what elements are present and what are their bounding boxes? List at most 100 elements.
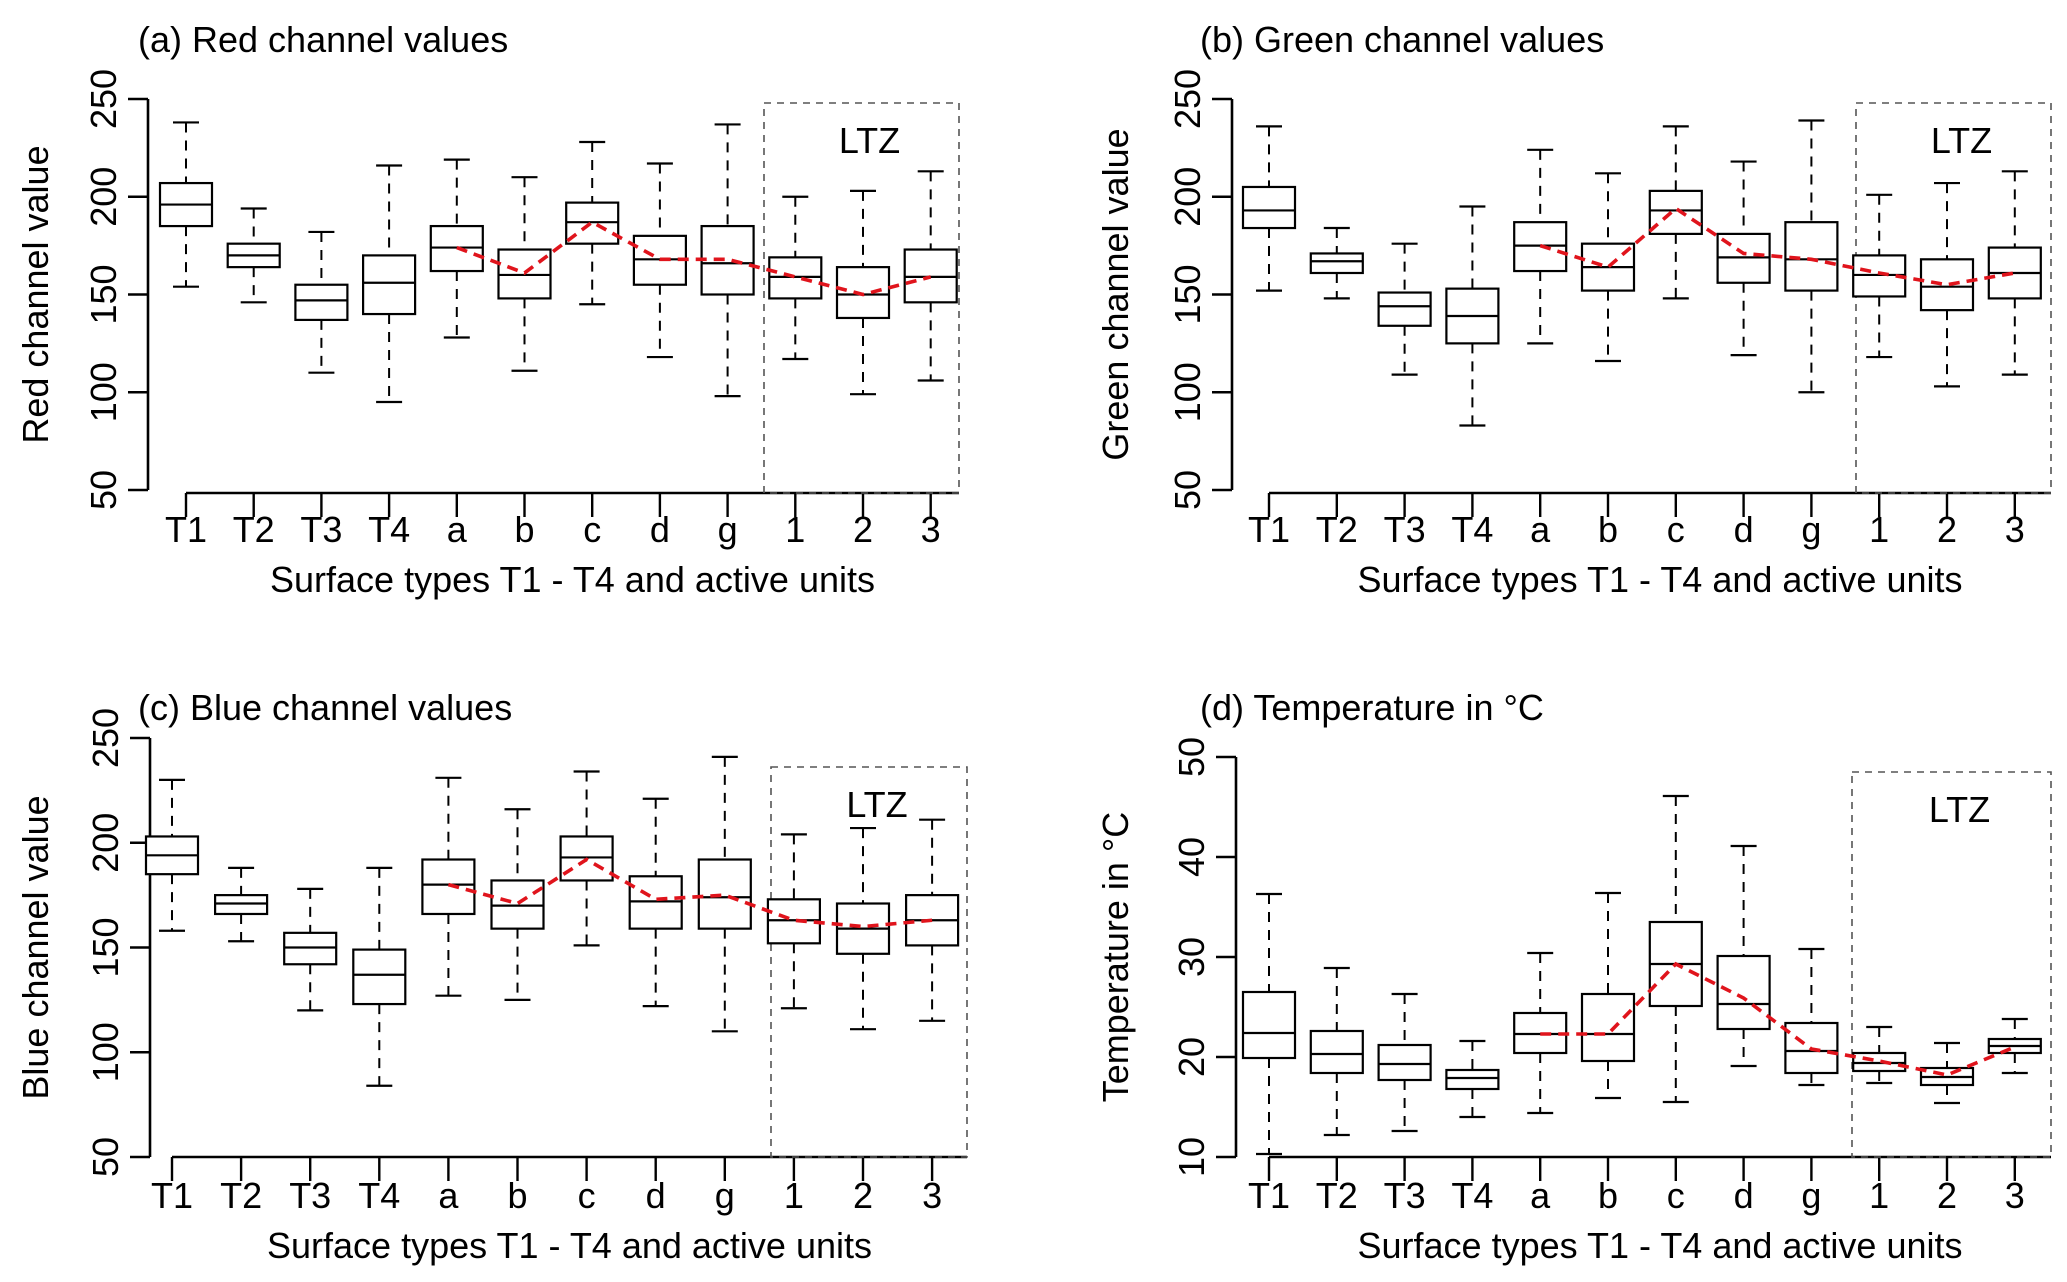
- boxplot-c: [1648, 794, 1703, 1104]
- boxplot-c: [1648, 125, 1703, 300]
- x-tick-label: a: [438, 1175, 459, 1216]
- iqr-box: [294, 283, 349, 322]
- iqr-box: [700, 224, 755, 296]
- x-tick-label: d: [1734, 1175, 1754, 1216]
- x-tick-label: 2: [853, 1175, 873, 1216]
- boxplot-c: [565, 140, 620, 306]
- iqr-box: [1580, 992, 1636, 1063]
- x-tick-label: 1: [785, 509, 805, 550]
- ltz-label: LTZ: [1929, 789, 1990, 830]
- iqr-box: [1648, 189, 1703, 235]
- x-tick-label: T4: [368, 509, 410, 550]
- x-axis-label: Surface types T1 - T4 and active units: [1358, 559, 1963, 600]
- x-tick-label: T3: [289, 1175, 331, 1216]
- y-tick-label: 50: [1171, 737, 1212, 777]
- boxplot-T1: [144, 778, 200, 932]
- y-tick-label: 150: [85, 917, 126, 977]
- y-tick-label: 250: [83, 69, 124, 129]
- x-tick-label: b: [1598, 1175, 1618, 1216]
- boxplot-2: [1919, 1041, 1975, 1105]
- boxplot-3: [903, 170, 958, 382]
- ltz-label: LTZ: [839, 120, 900, 161]
- y-tick-label: 150: [83, 264, 124, 324]
- y-tick-label: 250: [1167, 69, 1208, 129]
- mean-trend-line: [1540, 961, 2016, 1077]
- ltz-region-box: [763, 102, 960, 494]
- iqr-box: [697, 858, 752, 930]
- x-tick-label: 1: [784, 1175, 804, 1216]
- y-tick-label: 20: [1171, 1037, 1212, 1077]
- boxplot-T4: [362, 164, 417, 404]
- y-tick-label: 250: [85, 708, 126, 768]
- iqr-box: [1377, 1043, 1432, 1082]
- boxplot-1: [766, 833, 822, 1010]
- boxplot-T4: [1445, 1039, 1500, 1119]
- x-tick-label: T2: [233, 509, 275, 550]
- y-tick-label: 100: [85, 1022, 126, 1082]
- boxplot-T1: [1241, 125, 1297, 292]
- panel-c-blue: (c) Blue channel values 50 100 150 200 250 Blu…: [15, 687, 968, 1266]
- boxplot-1: [1852, 1025, 1907, 1085]
- x-tick-label: T1: [151, 1175, 193, 1216]
- x-tick-label: 2: [853, 509, 873, 550]
- y-axis-label: Temperature in °C: [1095, 812, 1136, 1103]
- iqr-box: [1377, 291, 1432, 327]
- x-tick-label: T1: [165, 509, 207, 550]
- x-tick-label: T3: [300, 509, 342, 550]
- x-tick-label: g: [1801, 509, 1821, 550]
- ltz-region-box: [1851, 771, 2052, 1158]
- y-tick-label: 50: [1167, 470, 1208, 510]
- x-tick-label: T1: [1248, 509, 1290, 550]
- x-tick-label: c: [1667, 1175, 1685, 1216]
- x-axis-label: Surface types T1 - T4 and active units: [270, 559, 875, 600]
- boxplot-T3: [1377, 992, 1432, 1133]
- boxplot-g: [1784, 947, 1839, 1087]
- x-tick-label: b: [514, 509, 534, 550]
- iqr-box: [1241, 185, 1297, 230]
- boxplot-T1: [1241, 892, 1297, 1156]
- x-tick-label: c: [1667, 509, 1685, 550]
- boxplot-g: [697, 755, 752, 1033]
- boxplot-b: [1580, 891, 1636, 1100]
- boxplot-T2: [1309, 226, 1364, 300]
- y-tick-label: 100: [83, 362, 124, 422]
- x-tick-label: b: [507, 1175, 527, 1216]
- x-tick-label: T3: [1384, 1175, 1426, 1216]
- boxplot-T4: [352, 866, 407, 1087]
- y-axis-label: Green channel value: [1095, 128, 1136, 460]
- y-tick-label: 10: [1171, 1137, 1212, 1177]
- iqr-box: [1309, 252, 1364, 275]
- boxplot-1: [768, 195, 823, 361]
- x-tick-label: 2: [1937, 1175, 1957, 1216]
- mean-trend-line: [447, 857, 933, 929]
- x-tick-label: d: [1734, 509, 1754, 550]
- y-axis-label: Blue channel value: [15, 795, 56, 1099]
- y-tick-label: 40: [1171, 837, 1212, 877]
- ltz-label: LTZ: [846, 784, 907, 825]
- boxplot-2: [835, 826, 891, 1031]
- ltz-label: LTZ: [1931, 120, 1992, 161]
- x-tick-label: 2: [1937, 509, 1957, 550]
- iqr-box: [421, 858, 476, 916]
- ltz-region-box: [1855, 102, 2052, 494]
- chart-title: (c) Blue channel values: [138, 687, 512, 728]
- chart-title: (a) Red channel values: [138, 19, 508, 60]
- x-tick-label: g: [1801, 1175, 1821, 1216]
- x-tick-label: 1: [1869, 509, 1889, 550]
- iqr-box: [1445, 1068, 1500, 1091]
- x-tick-label: a: [447, 509, 468, 550]
- x-tick-label: T4: [1451, 509, 1493, 550]
- x-tick-label: T4: [1451, 1175, 1493, 1216]
- x-axis-label: Surface types T1 - T4 and active units: [267, 1225, 872, 1266]
- x-tick-label: T1: [1248, 1175, 1290, 1216]
- ltz-region-box: [770, 766, 968, 1158]
- x-tick-label: d: [650, 509, 670, 550]
- panel-d-temperature: (d) Temperature in °C 10 20 30 40 50 Temperatu…: [1095, 687, 2052, 1266]
- boxplot-T2: [226, 207, 281, 304]
- y-axis-label: Red channel value: [15, 145, 56, 443]
- boxplot-c: [559, 770, 614, 947]
- x-tick-label: b: [1598, 509, 1618, 550]
- y-tick-label: 30: [1171, 937, 1212, 977]
- y-tick-label: 200: [1167, 167, 1208, 227]
